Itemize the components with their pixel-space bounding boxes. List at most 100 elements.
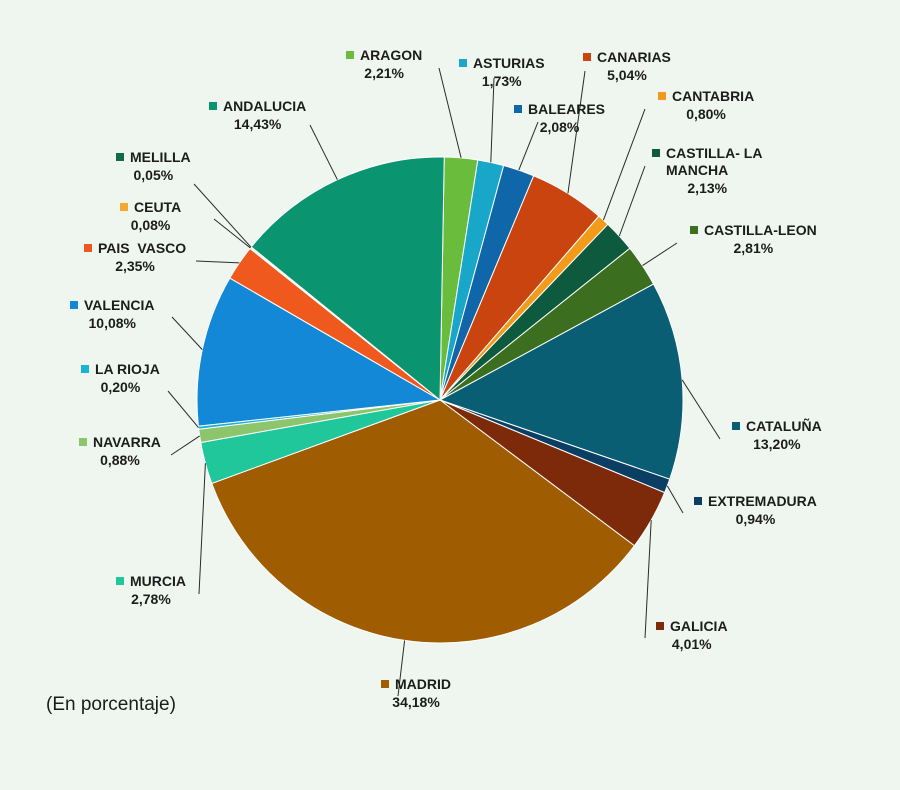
- slice-name: CANTABRIA: [672, 88, 754, 104]
- slice-value: 14,43%: [234, 116, 282, 132]
- leader-line-galicia: [644, 520, 652, 639]
- slice-value: 0,20%: [101, 379, 141, 395]
- legend-marker: [79, 438, 87, 446]
- legend-marker: [120, 203, 128, 211]
- slice-name: MURCIA: [130, 573, 186, 589]
- slice-label-cataluna: CATALUÑA 13,20%: [732, 417, 822, 452]
- slice-label-galicia: GALICIA 4,01%: [656, 618, 728, 652]
- slice-label-aragon: ARAGON 2,21%: [346, 47, 422, 81]
- legend-marker: [652, 149, 660, 157]
- slice-value: 0,08%: [131, 217, 171, 233]
- slice-name: CASTILLA- LA: [666, 145, 762, 161]
- legend-marker: [583, 53, 591, 61]
- slice-label-andalucia: ANDALUCIA 14,43%: [209, 98, 306, 132]
- leader-line-navarra: [170, 435, 200, 456]
- legend-marker: [346, 51, 354, 59]
- leader-line-aragon: [438, 67, 462, 159]
- slice-name: BALEARES: [528, 101, 605, 117]
- slice-label-valencia: VALENCIA 10,08%: [70, 297, 155, 331]
- slice-value: 2,35%: [115, 258, 155, 274]
- leader-line-madrid: [397, 640, 406, 697]
- slice-name: MANCHA: [666, 162, 728, 178]
- legend-marker: [116, 153, 124, 161]
- leader-line-valencia: [171, 316, 203, 350]
- slice-name: CASTILLA-LEON: [704, 222, 817, 238]
- slice-label-ceuta: CEUTA 0,08%: [120, 199, 181, 233]
- pie-slice-cataluna: [438, 283, 684, 480]
- slice-label-melilla: MELILLA 0,05%: [116, 149, 191, 183]
- slice-value: 1,73%: [482, 73, 522, 89]
- legend-marker: [116, 577, 124, 585]
- slice-name: MELILLA: [130, 149, 191, 165]
- slice-value: 4,01%: [672, 636, 712, 652]
- slice-value: 13,20%: [753, 436, 801, 452]
- slice-value: 2,78%: [131, 591, 171, 607]
- leader-line-ceuta: [213, 218, 251, 249]
- slice-label-cantabria: CANTABRIA 0,80%: [658, 88, 754, 122]
- leader-line-asturias: [490, 77, 495, 163]
- legend-marker: [656, 622, 664, 630]
- slice-value: 5,04%: [607, 67, 647, 83]
- legend-marker: [81, 365, 89, 373]
- slice-name: NAVARRA: [93, 434, 161, 450]
- leader-line-canarias: [567, 70, 586, 194]
- slice-label-madrid: MADRID 34,18%: [381, 676, 451, 710]
- legend-marker: [70, 301, 78, 309]
- slice-value: 0,94%: [736, 511, 776, 527]
- pie-slices: [196, 156, 684, 644]
- slice-label-extremadura: EXTREMADURA 0,94%: [694, 493, 817, 527]
- slice-label-asturias: ASTURIAS 1,73%: [459, 55, 545, 89]
- slice-label-castilla-leon: CASTILLA-LEON 2,81%: [690, 222, 817, 256]
- leader-line-cantabria: [602, 108, 646, 221]
- legend-marker: [732, 422, 740, 430]
- slice-labels: ARAGON 2,21% ASTURIAS 1,73% BALEARES 2,08% CAN…: [70, 47, 822, 710]
- slice-name: ARAGON: [360, 47, 422, 63]
- leader-line-murcia: [198, 463, 206, 595]
- slice-value: 10,08%: [89, 315, 137, 331]
- slice-value: 0,05%: [134, 167, 174, 183]
- legend-marker: [694, 497, 702, 505]
- slice-name: VALENCIA: [84, 297, 155, 313]
- legend-marker: [209, 102, 217, 110]
- leader-line-castilla-la-mancha: [618, 165, 646, 237]
- legend-marker: [658, 92, 666, 100]
- slice-name: LA RIOJA: [95, 361, 160, 377]
- leader-line-baleares: [518, 121, 539, 171]
- slice-label-navarra: NAVARRA 0,88%: [79, 434, 161, 468]
- slice-value: 0,88%: [100, 452, 140, 468]
- slice-name: GALICIA: [670, 618, 728, 634]
- leader-line-melilla: [193, 183, 252, 248]
- slice-name: ANDALUCIA: [223, 98, 306, 114]
- leader-line-cataluna: [681, 379, 721, 440]
- leader-line-castilla-leon: [642, 242, 678, 267]
- slice-name: ASTURIAS: [473, 55, 545, 71]
- slice-name: CATALUÑA: [746, 417, 822, 434]
- slice-value: 2,08%: [540, 119, 580, 135]
- pie-slice-valencia: [196, 277, 442, 427]
- slice-label-murcia: MURCIA 2,78%: [116, 573, 186, 607]
- legend-marker: [690, 226, 698, 234]
- slice-value: 0,80%: [686, 106, 726, 122]
- slice-label-canarias: CANARIAS 5,04%: [583, 49, 671, 83]
- slice-name: CEUTA: [134, 199, 181, 215]
- units-note: (En porcentaje): [46, 694, 176, 715]
- slice-value: 2,13%: [687, 180, 727, 196]
- leader-line-extremadura: [666, 485, 684, 514]
- legend-marker: [381, 680, 389, 688]
- slice-name: MADRID: [395, 676, 451, 692]
- slice-name: CANARIAS: [597, 49, 671, 65]
- legend-marker: [514, 105, 522, 113]
- slice-name: EXTREMADURA: [708, 493, 817, 509]
- slice-label-baleares: BALEARES 2,08%: [514, 101, 605, 135]
- pie-slice-madrid: [211, 399, 636, 644]
- legend-marker: [84, 244, 92, 252]
- slice-label-pais-vasco: PAIS VASCO 2,35%: [84, 240, 186, 274]
- slice-value: 34,18%: [392, 694, 440, 710]
- pie-slice-andalucia: [250, 156, 445, 402]
- leader-line-pais-vasco: [195, 260, 240, 264]
- slice-value: 2,21%: [364, 65, 404, 81]
- leader-line-la-rioja: [167, 390, 199, 429]
